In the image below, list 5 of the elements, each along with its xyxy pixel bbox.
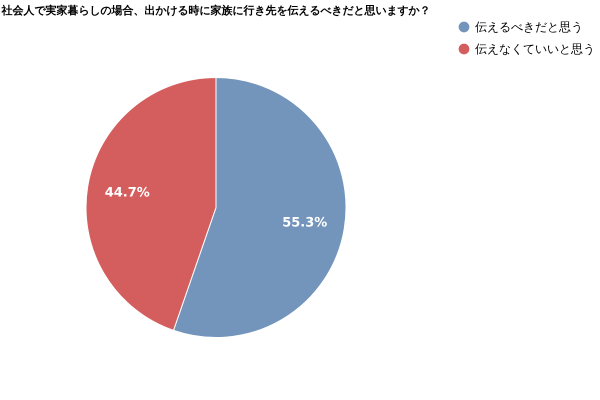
chart-title: 社会人で実家暮らしの場合、出かける時に家族に行き先を伝えるべきだと思いますか？ [0,4,430,17]
legend-label: 伝えなくていいと思う [475,42,595,56]
legend-label: 伝えるべきだと思う [475,20,583,34]
data-label: 55.3% [282,215,328,230]
data-label: 44.7% [104,186,150,201]
